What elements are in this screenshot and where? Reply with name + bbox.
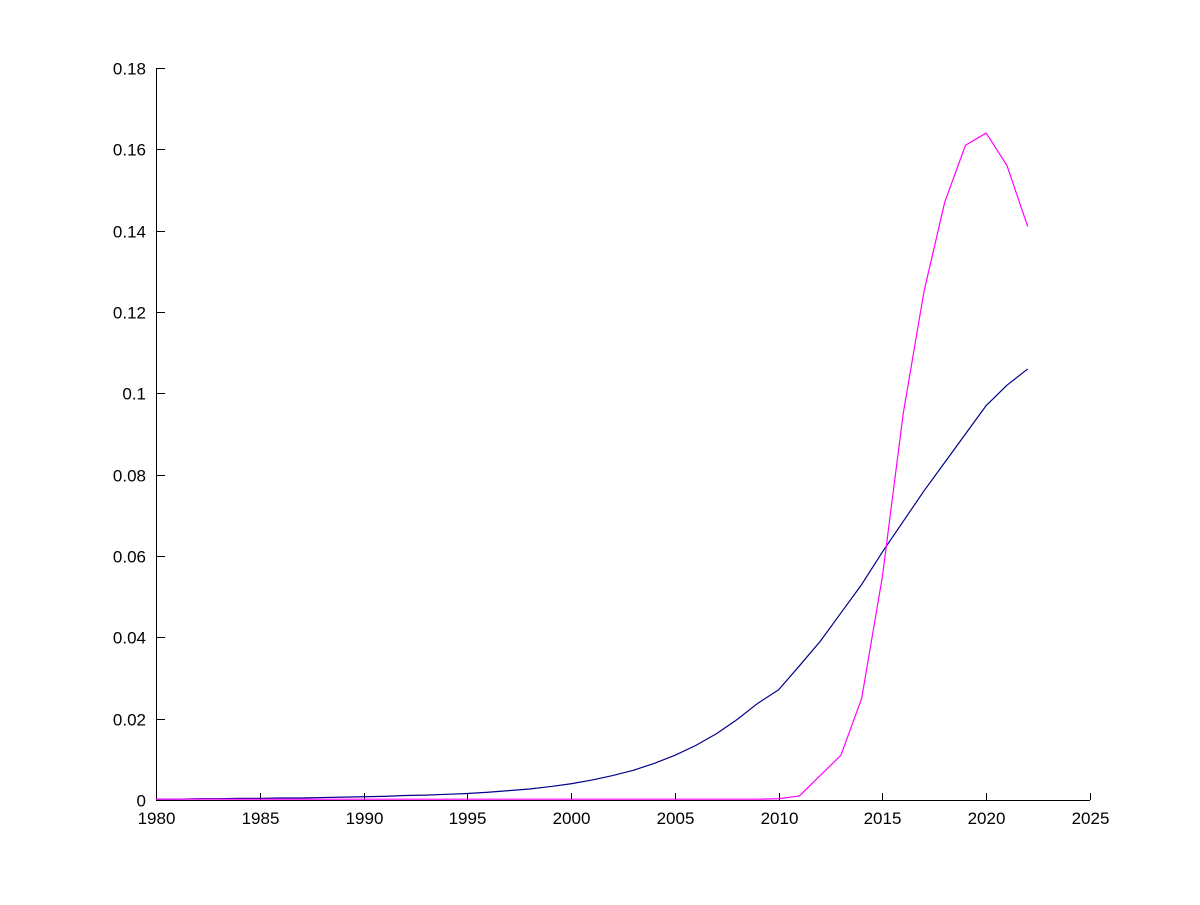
y-tick-label: 0.08 (113, 467, 146, 486)
x-tick-label: 2015 (864, 809, 902, 828)
y-tick-label: 0.18 (113, 60, 146, 79)
y-tick-label: 0.04 (113, 629, 146, 648)
series-line-smooth-growth-series (156, 368, 1029, 800)
x-tick-label: 2005 (657, 809, 695, 828)
y-tick-label: 0.1 (122, 385, 146, 404)
y-tick-label: 0.16 (113, 141, 146, 160)
x-tick-label: 1995 (449, 809, 487, 828)
x-tick-label: 2025 (1072, 809, 1110, 828)
x-tick-label: 2020 (968, 809, 1006, 828)
y-tick-label: 0.14 (113, 223, 146, 242)
x-tick-label: 2010 (761, 809, 799, 828)
y-tick-label: 0.02 (113, 711, 146, 730)
series-line-late-spike-series (156, 132, 1029, 800)
x-tick-label: 1985 (242, 809, 280, 828)
x-tick-label: 1990 (346, 809, 384, 828)
y-tick-label: 0 (137, 792, 146, 811)
y-tick-label: 0.06 (113, 548, 146, 567)
y-tick-label: 0.12 (113, 304, 146, 323)
x-tick-label: 1980 (138, 809, 176, 828)
x-tick-label: 2000 (553, 809, 591, 828)
